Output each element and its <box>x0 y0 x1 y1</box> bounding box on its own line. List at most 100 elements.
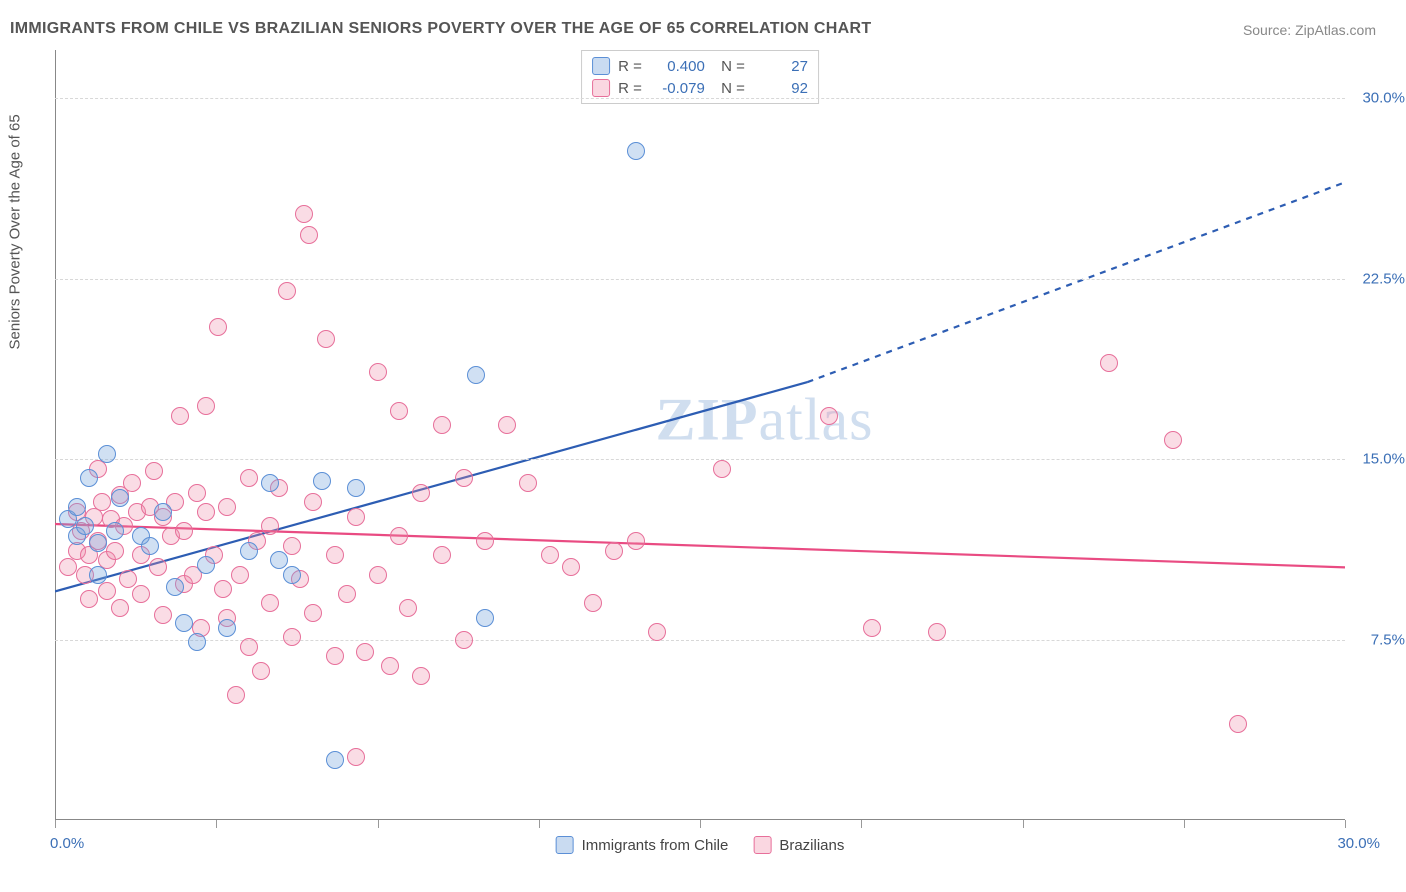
legend-label-a: Immigrants from Chile <box>582 837 729 854</box>
x-min-label: 0.0% <box>50 835 84 852</box>
point-brazil <box>209 318 227 336</box>
y-axis-title: Seniors Poverty Over the Age of 65 <box>7 114 24 349</box>
point-chile <box>240 542 258 560</box>
correlation-legend: R = 0.400 N = 27 R = -0.079 N = 92 <box>581 50 819 104</box>
x-max-label: 30.0% <box>1337 835 1380 852</box>
point-brazil <box>197 503 215 521</box>
gridline-h <box>55 459 1345 460</box>
x-tick <box>55 820 56 828</box>
point-brazil <box>231 566 249 584</box>
point-brazil <box>111 599 129 617</box>
legend-item-b: Brazilians <box>753 836 844 854</box>
point-brazil <box>278 282 296 300</box>
point-brazil <box>928 623 946 641</box>
point-brazil <box>283 628 301 646</box>
point-brazil <box>347 508 365 526</box>
point-brazil <box>188 484 206 502</box>
swatch-b-icon <box>592 79 610 97</box>
point-brazil <box>59 558 77 576</box>
y-tick-label: 15.0% <box>1350 451 1405 468</box>
r-value-b: -0.079 <box>650 80 705 97</box>
trend-line-chile <box>55 382 808 591</box>
point-chile <box>166 578 184 596</box>
point-brazil <box>399 599 417 617</box>
point-brazil <box>433 416 451 434</box>
series-legend: Immigrants from Chile Brazilians <box>556 836 845 854</box>
point-chile <box>89 566 107 584</box>
point-brazil <box>338 585 356 603</box>
point-brazil <box>863 619 881 637</box>
point-brazil <box>381 657 399 675</box>
n-value-b: 92 <box>753 80 808 97</box>
point-chile <box>313 472 331 490</box>
point-brazil <box>369 566 387 584</box>
point-brazil <box>304 493 322 511</box>
point-brazil <box>369 363 387 381</box>
point-brazil <box>390 527 408 545</box>
point-brazil <box>317 330 335 348</box>
point-brazil <box>326 647 344 665</box>
point-brazil <box>1164 431 1182 449</box>
point-brazil <box>519 474 537 492</box>
correlation-row-a: R = 0.400 N = 27 <box>592 55 808 77</box>
point-chile <box>111 489 129 507</box>
point-brazil <box>80 590 98 608</box>
n-label: N = <box>713 80 745 97</box>
correlation-row-b: R = -0.079 N = 92 <box>592 77 808 99</box>
point-brazil <box>433 546 451 564</box>
point-brazil <box>648 623 666 641</box>
n-value-a: 27 <box>753 58 808 75</box>
y-tick-label: 7.5% <box>1350 631 1405 648</box>
point-chile <box>76 517 94 535</box>
point-chile <box>197 556 215 574</box>
point-brazil <box>123 474 141 492</box>
point-brazil <box>455 469 473 487</box>
point-chile <box>218 619 236 637</box>
point-chile <box>141 537 159 555</box>
point-brazil <box>605 542 623 560</box>
point-brazil <box>149 558 167 576</box>
point-chile <box>283 566 301 584</box>
point-chile <box>347 479 365 497</box>
gridline-h <box>55 98 1345 99</box>
gridline-h <box>55 279 1345 280</box>
swatch-a-icon <box>592 57 610 75</box>
point-brazil <box>347 748 365 766</box>
point-brazil <box>1229 715 1247 733</box>
point-chile <box>627 142 645 160</box>
y-axis <box>55 50 56 820</box>
point-chile <box>80 469 98 487</box>
point-brazil <box>106 542 124 560</box>
point-brazil <box>119 570 137 588</box>
point-brazil <box>295 205 313 223</box>
x-tick <box>378 820 379 828</box>
point-brazil <box>455 631 473 649</box>
point-brazil <box>218 498 236 516</box>
r-label: R = <box>618 80 642 97</box>
point-brazil <box>145 462 163 480</box>
r-label: R = <box>618 58 642 75</box>
point-brazil <box>390 402 408 420</box>
x-tick <box>216 820 217 828</box>
x-tick <box>700 820 701 828</box>
point-brazil <box>713 460 731 478</box>
point-brazil <box>252 662 270 680</box>
point-brazil <box>584 594 602 612</box>
point-chile <box>68 498 86 516</box>
x-tick <box>861 820 862 828</box>
source-label: Source: ZipAtlas.com <box>1243 22 1376 38</box>
point-brazil <box>214 580 232 598</box>
point-chile <box>89 534 107 552</box>
point-chile <box>270 551 288 569</box>
point-chile <box>326 751 344 769</box>
n-label: N = <box>713 58 745 75</box>
point-brazil <box>171 407 189 425</box>
point-brazil <box>261 517 279 535</box>
point-brazil <box>412 667 430 685</box>
point-chile <box>175 614 193 632</box>
point-brazil <box>820 407 838 425</box>
legend-item-a: Immigrants from Chile <box>556 836 729 854</box>
point-brazil <box>283 537 301 555</box>
trend-line-chile-extrapolated <box>808 182 1346 382</box>
point-brazil <box>261 594 279 612</box>
